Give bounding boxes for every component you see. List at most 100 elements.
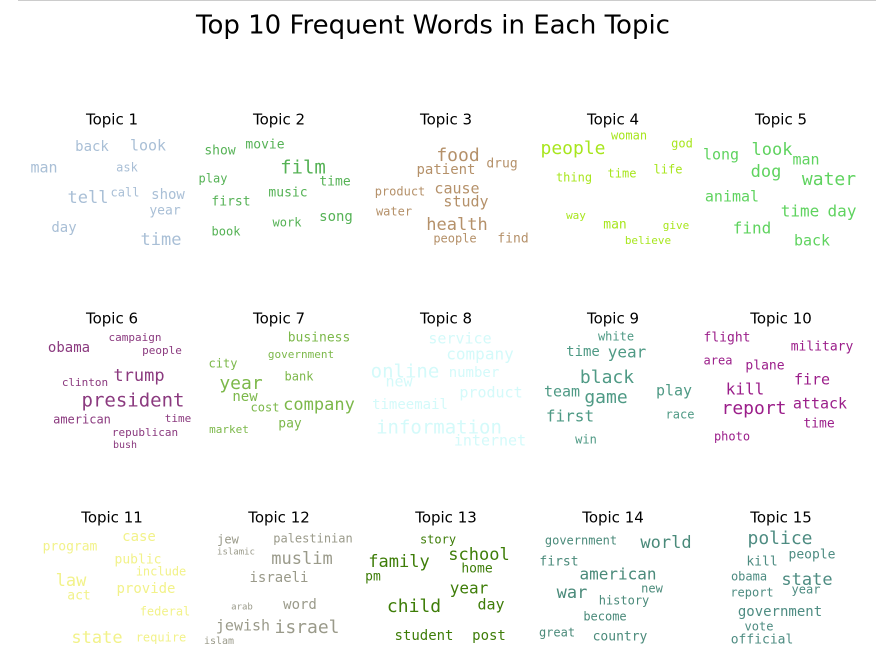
word: people xyxy=(789,548,836,563)
word: timeemail xyxy=(372,397,448,413)
word: health xyxy=(426,215,487,235)
panel-title: Topic 7 xyxy=(252,310,305,328)
word: business xyxy=(288,331,351,346)
word: race xyxy=(666,408,695,422)
word: first xyxy=(546,407,594,426)
word: back xyxy=(75,139,109,155)
word: life xyxy=(654,163,683,177)
word: year xyxy=(608,343,647,362)
word: game xyxy=(584,387,627,408)
word: israeli xyxy=(249,570,308,586)
word: long xyxy=(703,146,739,164)
word: new xyxy=(641,582,663,596)
word: government xyxy=(545,534,617,548)
word: area xyxy=(704,354,733,368)
word: clinton xyxy=(62,376,108,389)
panel-title: Topic 15 xyxy=(749,509,812,527)
word: time xyxy=(781,202,820,221)
word: information xyxy=(376,417,502,439)
word: require xyxy=(136,631,187,645)
word: attack xyxy=(793,395,847,413)
word: animal xyxy=(705,188,759,206)
word: world xyxy=(640,533,691,553)
word: time xyxy=(803,417,834,432)
word: official xyxy=(731,633,794,648)
word: war xyxy=(557,583,588,603)
word: white xyxy=(598,330,634,344)
word: post xyxy=(472,628,506,644)
word: day xyxy=(477,596,504,614)
word: book xyxy=(212,225,242,239)
figure-title: Top 10 Frequent Words in Each Topic xyxy=(195,11,670,41)
word: kill xyxy=(726,380,765,399)
panel-title: Topic 14 xyxy=(581,509,644,527)
word: team xyxy=(544,383,580,401)
word: police xyxy=(747,528,812,549)
word: study xyxy=(443,193,488,211)
word: great xyxy=(539,626,575,640)
word: new xyxy=(385,373,413,391)
word: time xyxy=(319,175,350,190)
word: plane xyxy=(745,359,784,374)
word: student xyxy=(394,628,453,644)
word: company xyxy=(283,395,355,415)
word: school xyxy=(448,545,509,565)
panel-title: Topic 12 xyxy=(247,509,310,527)
word: year xyxy=(219,373,263,394)
word: obama xyxy=(48,340,90,356)
word: new xyxy=(232,389,258,405)
word: water xyxy=(802,169,856,190)
word: man xyxy=(603,218,626,233)
word: god xyxy=(671,137,693,151)
word: win xyxy=(575,433,597,447)
word: tell xyxy=(68,188,109,208)
word: campaign xyxy=(109,331,162,344)
word: back xyxy=(794,232,830,250)
word: man xyxy=(30,159,57,177)
word: pay xyxy=(278,417,302,432)
word: pm xyxy=(365,570,381,585)
word: islam xyxy=(204,636,234,647)
word: photo xyxy=(714,430,750,444)
word: state xyxy=(781,570,832,590)
word: song xyxy=(319,209,353,225)
word: black xyxy=(580,367,634,388)
word: history xyxy=(599,594,650,608)
word: ask xyxy=(116,161,138,175)
word: include xyxy=(136,565,187,579)
panel-title: Topic 1 xyxy=(85,111,138,129)
word: vote xyxy=(745,620,774,634)
panel-title: Topic 13 xyxy=(414,509,477,527)
word: word xyxy=(283,597,317,613)
word: people xyxy=(433,232,476,246)
word: country xyxy=(593,630,648,645)
word: first xyxy=(539,555,578,570)
word: find xyxy=(497,232,528,247)
word: cost xyxy=(251,401,280,415)
word: people xyxy=(142,344,182,357)
word: way xyxy=(566,209,586,222)
word: thing xyxy=(556,171,592,185)
word: fire xyxy=(794,371,830,389)
word: work xyxy=(273,216,303,230)
word: state xyxy=(71,628,122,648)
word: find xyxy=(733,219,772,238)
word: market xyxy=(209,423,249,436)
word: drug xyxy=(486,157,517,172)
word: government xyxy=(738,604,822,620)
panel-title: Topic 3 xyxy=(419,111,472,129)
word: day xyxy=(828,202,857,221)
word: show xyxy=(151,187,185,203)
panel-title: Topic 11 xyxy=(80,509,143,527)
word: islamic xyxy=(217,548,255,558)
word: become xyxy=(583,610,626,624)
word: arab xyxy=(231,603,253,613)
word: patient xyxy=(416,162,475,178)
word: president xyxy=(82,390,185,412)
word: give xyxy=(663,219,690,232)
word: woman xyxy=(611,129,647,143)
word: cause xyxy=(434,180,479,198)
word: bank xyxy=(285,370,315,384)
word: year xyxy=(450,579,489,598)
word: kill xyxy=(746,555,777,570)
